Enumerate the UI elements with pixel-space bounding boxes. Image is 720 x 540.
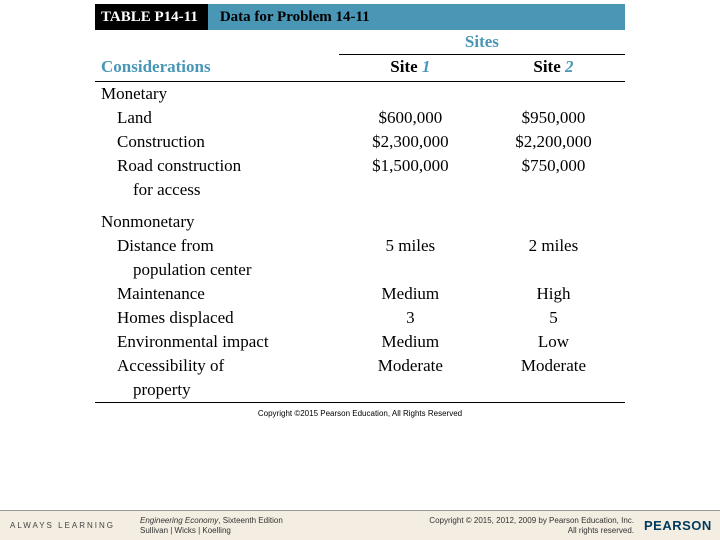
row-val-s1: Medium bbox=[339, 330, 482, 354]
row-label: Construction bbox=[95, 130, 339, 154]
col-site-2: Site 2 bbox=[482, 55, 625, 82]
table-caption: Data for Problem 14-11 bbox=[214, 9, 370, 26]
inner-copyright: Copyright ©2015 Pearson Education, All R… bbox=[95, 407, 625, 418]
table-label: TABLE P14-11 bbox=[95, 4, 208, 30]
row-val-s1: $1,500,000 bbox=[339, 154, 482, 178]
row-val-s2: High bbox=[482, 282, 625, 306]
row-val-s1: Medium bbox=[339, 282, 482, 306]
row-label: Homes displaced bbox=[95, 306, 339, 330]
section-gap bbox=[95, 202, 625, 210]
table-row: Maintenance Medium High bbox=[95, 282, 625, 306]
table-row: Homes displaced 3 5 bbox=[95, 306, 625, 330]
row-val-s1: 3 bbox=[339, 306, 482, 330]
row-val-s2: 5 bbox=[482, 306, 625, 330]
row-val-s1: 5 miles bbox=[339, 234, 482, 258]
monetary-heading: Monetary bbox=[95, 82, 339, 107]
book-title-line: Engineering Economy, Sixteenth Edition bbox=[140, 516, 360, 526]
row-val-s1: $2,300,000 bbox=[339, 130, 482, 154]
table-row: Environmental impact Medium Low bbox=[95, 330, 625, 354]
row-label: Accessibility of bbox=[95, 354, 339, 378]
row-label: Distance from bbox=[95, 234, 339, 258]
book-authors: Sullivan | Wicks | Koelling bbox=[140, 526, 360, 536]
always-learning: ALWAYS LEARNING bbox=[0, 521, 140, 530]
slide-footer: ALWAYS LEARNING Engineering Economy, Six… bbox=[0, 510, 720, 540]
section-heading-nonmonetary: Nonmonetary bbox=[95, 210, 625, 234]
row-label-cont: for access bbox=[95, 178, 339, 202]
table-row: Road construction $1,500,000 $750,000 bbox=[95, 154, 625, 178]
row-val-s2: $950,000 bbox=[482, 106, 625, 130]
row-val-s2: Moderate bbox=[482, 354, 625, 378]
row-val-s2: $750,000 bbox=[482, 154, 625, 178]
row-val-s1: $600,000 bbox=[339, 106, 482, 130]
table-row: property bbox=[95, 378, 625, 403]
row-val-s2: $2,200,000 bbox=[482, 130, 625, 154]
nonmonetary-heading: Nonmonetary bbox=[95, 210, 339, 234]
footer-copyright: Copyright © 2015, 2012, 2009 by Pearson … bbox=[360, 516, 640, 535]
sites-header: Sites bbox=[465, 32, 499, 51]
row-label-cont: population center bbox=[95, 258, 339, 282]
column-header-row: Considerations Site 1 Site 2 bbox=[95, 55, 625, 82]
row-label-cont: property bbox=[95, 378, 339, 403]
row-val-s2: Low bbox=[482, 330, 625, 354]
table-row: Accessibility of Moderate Moderate bbox=[95, 354, 625, 378]
book-citation: Engineering Economy, Sixteenth Edition S… bbox=[140, 516, 360, 535]
section-heading-monetary: Monetary bbox=[95, 82, 625, 107]
row-label: Land bbox=[95, 106, 339, 130]
sites-header-row: Sites bbox=[95, 30, 625, 55]
table-container: TABLE P14-11 Data for Problem 14-11 Site… bbox=[95, 4, 625, 418]
table-row: population center bbox=[95, 258, 625, 282]
col-considerations: Considerations bbox=[95, 55, 339, 82]
table-title-bar: TABLE P14-11 Data for Problem 14-11 bbox=[95, 4, 625, 30]
table-row: Construction $2,300,000 $2,200,000 bbox=[95, 130, 625, 154]
pearson-logo: PEARSON bbox=[640, 518, 720, 533]
table-row: Distance from 5 miles 2 miles bbox=[95, 234, 625, 258]
row-label: Maintenance bbox=[95, 282, 339, 306]
table-row: Land $600,000 $950,000 bbox=[95, 106, 625, 130]
row-val-s2: 2 miles bbox=[482, 234, 625, 258]
table-row: for access bbox=[95, 178, 625, 202]
data-table: Sites Considerations Site 1 Site 2 Monet… bbox=[95, 30, 625, 407]
row-val-s1: Moderate bbox=[339, 354, 482, 378]
row-label: Environmental impact bbox=[95, 330, 339, 354]
row-label: Road construction bbox=[95, 154, 339, 178]
col-site-1: Site 1 bbox=[339, 55, 482, 82]
